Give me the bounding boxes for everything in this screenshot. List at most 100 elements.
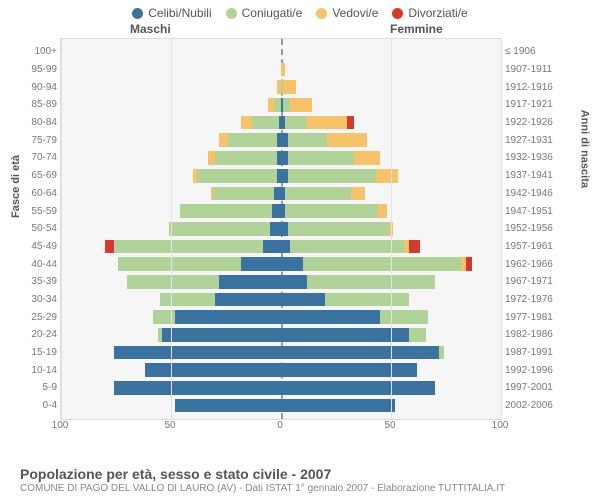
bar-segment <box>270 222 281 236</box>
female-bar <box>281 275 435 289</box>
bar-segment <box>288 169 376 183</box>
bar-segment <box>252 116 278 130</box>
legend-swatch <box>316 8 327 19</box>
male-bar <box>158 328 281 342</box>
bar-segment <box>274 187 281 201</box>
bar-segment <box>105 240 114 254</box>
age-row: 35-391967-1971 <box>61 273 501 291</box>
bar-segment <box>175 310 281 324</box>
age-label: 15-19 <box>21 347 57 358</box>
age-row: 70-741932-1936 <box>61 149 501 167</box>
bar-segment <box>281 133 288 147</box>
x-tick: 50 <box>164 420 175 431</box>
birth-label: 1922-1926 <box>505 117 579 128</box>
age-label: 95-99 <box>21 64 57 75</box>
female-bar <box>281 310 428 324</box>
bar-segment <box>215 151 277 165</box>
bar-segment <box>219 133 228 147</box>
chart-title: Popolazione per età, sesso e stato civil… <box>20 466 580 482</box>
bar-segment <box>285 187 351 201</box>
male-bar <box>160 293 281 307</box>
pyramid-chart: Fasce di età Anni di nascita 100+≤ 19069… <box>20 38 580 438</box>
bar-segment <box>281 328 409 342</box>
legend-item: Vedovi/e <box>316 6 378 20</box>
age-row: 100+≤ 1906 <box>61 43 501 61</box>
male-bar <box>219 133 281 147</box>
legend: Celibi/NubiliConiugati/eVedovi/eDivorzia… <box>0 0 600 22</box>
column-headers: Maschi Femmine <box>0 22 600 38</box>
bar-segment <box>283 98 290 112</box>
bar-segment <box>288 151 354 165</box>
bar-segment <box>351 187 364 201</box>
age-label: 90-94 <box>21 82 57 93</box>
female-bar <box>281 80 296 94</box>
bar-segment <box>285 204 377 218</box>
bar-segment <box>228 133 276 147</box>
x-tick: 100 <box>52 420 69 431</box>
female-bar <box>281 151 380 165</box>
age-row: 60-641942-1946 <box>61 185 501 203</box>
age-label: 0-4 <box>21 400 57 411</box>
female-bar <box>281 328 426 342</box>
age-label: 60-64 <box>21 188 57 199</box>
x-axis: 10050050100 <box>60 420 500 436</box>
age-row: 55-591947-1951 <box>61 202 501 220</box>
bar-segment <box>281 293 325 307</box>
bar-segment <box>281 275 307 289</box>
age-label: 100+ <box>21 46 57 57</box>
age-row: 25-291977-1981 <box>61 308 501 326</box>
bar-segment <box>439 346 443 360</box>
age-label: 25-29 <box>21 312 57 323</box>
bar-segment <box>281 381 435 395</box>
legend-label: Celibi/Nubili <box>148 6 211 20</box>
bar-segment <box>354 151 380 165</box>
age-row: 80-841922-1926 <box>61 114 501 132</box>
female-bar <box>281 222 393 236</box>
bar-segment <box>380 310 428 324</box>
legend-swatch <box>226 8 237 19</box>
birth-label: 1987-1991 <box>505 347 579 358</box>
bar-segment <box>114 240 264 254</box>
bar-segment <box>118 257 241 271</box>
age-row: 5-91997-2001 <box>61 379 501 397</box>
age-row: 75-791927-1931 <box>61 131 501 149</box>
birth-label: 1952-1956 <box>505 223 579 234</box>
legend-label: Vedovi/e <box>332 6 378 20</box>
bar-segment <box>197 169 276 183</box>
age-row: 90-941912-1916 <box>61 78 501 96</box>
bar-segment <box>175 399 281 413</box>
bar-segment <box>208 151 215 165</box>
age-row: 30-341972-1976 <box>61 291 501 309</box>
female-bar <box>281 257 472 271</box>
birth-label: 1912-1916 <box>505 82 579 93</box>
male-bar <box>114 346 281 360</box>
birth-label: 1932-1936 <box>505 152 579 163</box>
bar-segment <box>281 151 288 165</box>
legend-label: Divorziati/e <box>408 6 467 20</box>
female-bar <box>281 399 395 413</box>
birth-label: 1907-1911 <box>505 64 579 75</box>
bar-segment <box>281 363 417 377</box>
male-bar <box>169 222 281 236</box>
female-bar <box>281 63 285 77</box>
age-label: 10-14 <box>21 365 57 376</box>
female-bar <box>281 293 409 307</box>
birth-label: 1997-2001 <box>505 382 579 393</box>
bar-segment <box>281 63 285 77</box>
bar-segment <box>307 275 435 289</box>
bar-segment <box>290 240 404 254</box>
male-bar <box>268 98 281 112</box>
female-bar <box>281 240 420 254</box>
bar-segment <box>376 169 398 183</box>
bar-segment <box>288 222 389 236</box>
bar-segment <box>281 310 380 324</box>
bar-segment <box>285 116 307 130</box>
bar-segment <box>268 98 275 112</box>
bar-segment <box>180 204 272 218</box>
age-row: 65-691937-1941 <box>61 167 501 185</box>
male-bar <box>175 399 281 413</box>
birth-label: 1947-1951 <box>505 206 579 217</box>
chart-footer: Popolazione per età, sesso e stato civil… <box>20 466 580 494</box>
female-bar <box>281 381 435 395</box>
male-bar <box>114 381 281 395</box>
